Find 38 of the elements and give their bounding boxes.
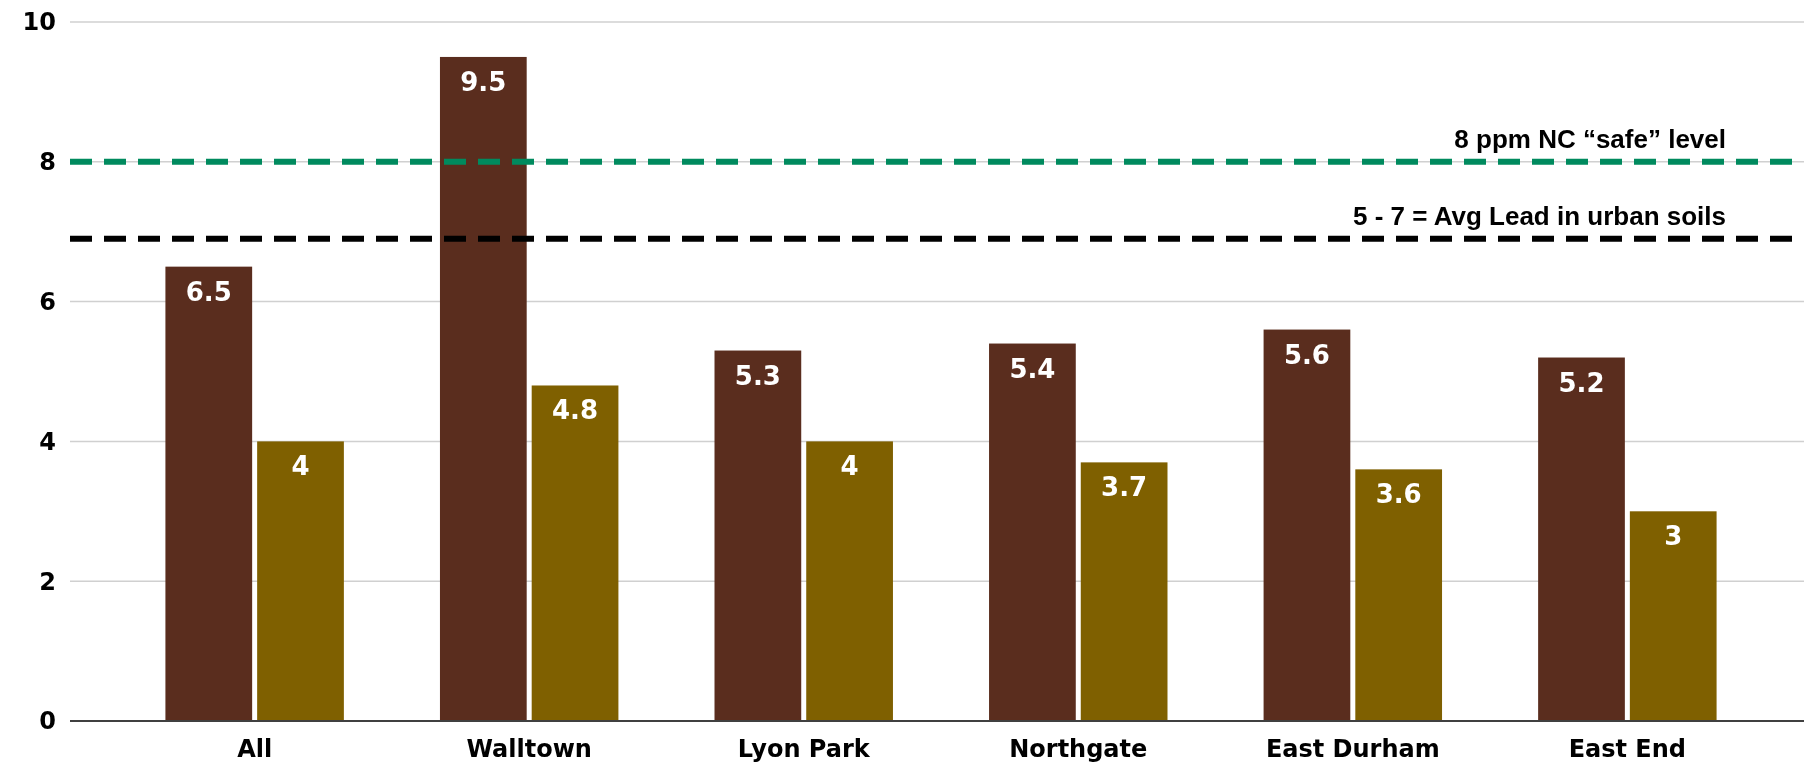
bar bbox=[1355, 469, 1443, 721]
ref-line-label: 8 ppm NC “safe” level bbox=[1454, 123, 1726, 154]
bar bbox=[531, 385, 619, 721]
y-tick-label: 4 bbox=[39, 427, 56, 456]
bar bbox=[714, 350, 802, 721]
bar bbox=[1080, 462, 1168, 721]
bar bbox=[1263, 329, 1351, 721]
bar bbox=[1629, 511, 1717, 721]
data-label: 6.5 bbox=[185, 276, 232, 307]
bar bbox=[989, 343, 1076, 721]
y-tick-label: 0 bbox=[39, 707, 56, 736]
x-tick-label: East Durham bbox=[1265, 735, 1440, 763]
bar bbox=[806, 441, 893, 721]
data-label: 4 bbox=[840, 451, 859, 482]
data-label: 9.5 bbox=[460, 66, 507, 97]
data-label: 5.6 bbox=[1283, 339, 1330, 370]
x-tick-label: All bbox=[237, 735, 273, 763]
x-tick-label: Walltown bbox=[466, 735, 592, 763]
x-tick-label: Lyon Park bbox=[737, 735, 871, 763]
bar bbox=[165, 266, 253, 721]
bar bbox=[1538, 357, 1625, 721]
ref-line-label: 5 - 7 = Avg Lead in urban soils bbox=[1352, 200, 1726, 231]
y-tick-label: 2 bbox=[39, 567, 56, 596]
data-label: 4.8 bbox=[552, 395, 599, 426]
data-label: 3.7 bbox=[1101, 472, 1148, 503]
y-tick-label: 10 bbox=[22, 8, 56, 37]
y-tick-label: 8 bbox=[39, 148, 56, 177]
bar bbox=[257, 441, 344, 721]
data-label: 5.3 bbox=[734, 360, 781, 391]
data-label: 4 bbox=[291, 451, 310, 482]
x-tick-label: Northgate bbox=[1009, 735, 1148, 763]
y-tick-label: 6 bbox=[39, 288, 56, 316]
bar bbox=[439, 56, 527, 721]
x-tick-label: East End bbox=[1568, 735, 1687, 763]
data-label: 5.2 bbox=[1558, 367, 1605, 398]
data-label: 3.6 bbox=[1375, 479, 1422, 510]
data-label: 3 bbox=[1664, 521, 1683, 552]
data-label: 5.4 bbox=[1009, 353, 1056, 384]
